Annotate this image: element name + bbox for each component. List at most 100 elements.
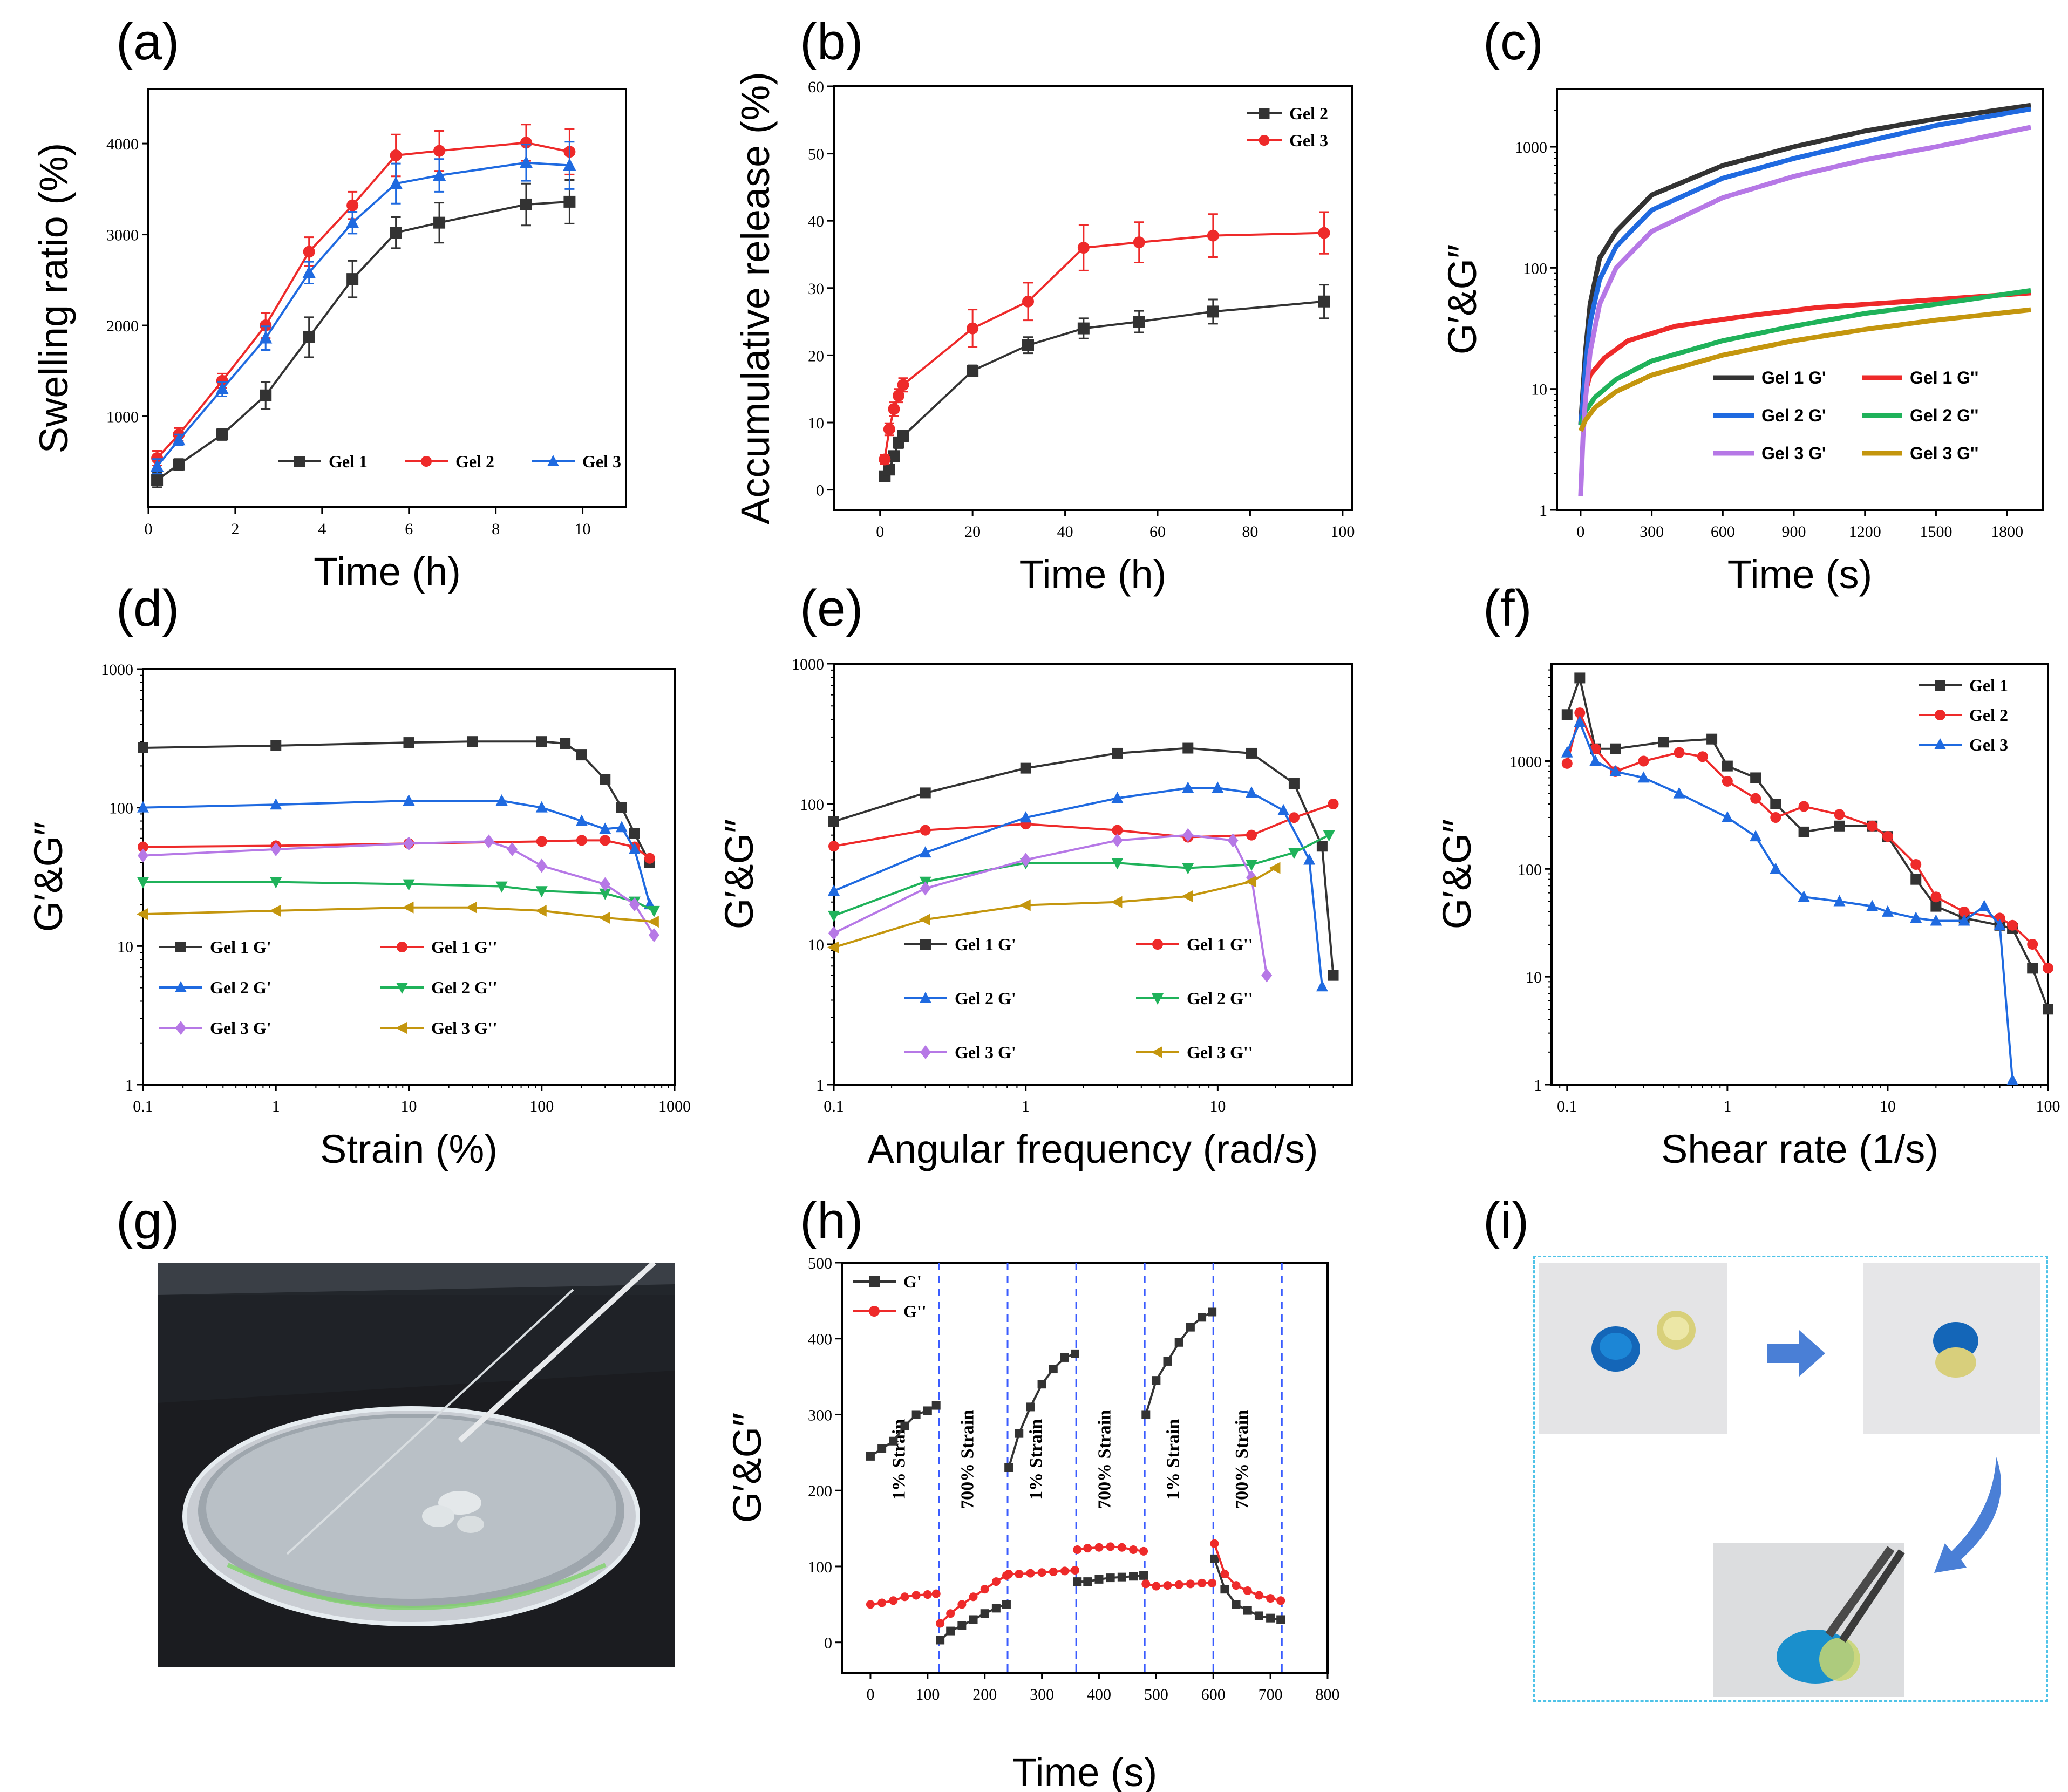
x-tick-label: 900 <box>1782 523 1806 541</box>
series-line <box>142 906 655 923</box>
data-point <box>648 905 660 917</box>
data-point <box>1833 895 1846 907</box>
data-point <box>175 1021 186 1035</box>
data-point <box>1574 716 1586 727</box>
series-line <box>1578 125 2031 496</box>
legend-label: G' <box>903 1272 922 1291</box>
panel-label-b: (b) <box>800 13 863 71</box>
data-point <box>1722 775 1733 787</box>
y-tick-label: 3000 <box>106 227 139 244</box>
y-axis-label: Swelling ratio (%) <box>31 143 76 454</box>
data-point <box>303 331 315 343</box>
y-tick-label: 300 <box>808 1406 832 1424</box>
data-point <box>1186 1323 1195 1332</box>
data-point <box>897 430 909 442</box>
data-point <box>1770 862 1782 874</box>
legend: Gel 1 G' Gel 1 G'' Gel 2 G' Gel 2 G'' Gel 3 … <box>159 937 498 1038</box>
series-gel-1-g- <box>828 799 1339 852</box>
series-line <box>833 803 1334 848</box>
y-tick-label: 1000 <box>101 661 133 679</box>
legend-label: Gel 1 G' <box>210 937 271 957</box>
series-g- <box>866 1307 1285 1645</box>
plot-frame <box>841 1262 1329 1674</box>
data-point <box>1111 792 1124 803</box>
data-point <box>495 881 508 893</box>
x-tick-label: 10 <box>575 520 591 538</box>
plot-frame <box>147 88 627 508</box>
legend-label: Gel 1 G'' <box>1910 368 1978 387</box>
data-point <box>1094 1575 1104 1584</box>
series-line <box>883 231 1324 460</box>
data-point <box>1246 747 1257 759</box>
y-tick-label: 2000 <box>106 317 139 335</box>
data-point <box>433 145 446 157</box>
y-tick-label: 10 <box>808 936 824 954</box>
x-tick-label: 8 <box>492 520 500 538</box>
data-point <box>967 365 979 377</box>
data-point <box>1910 911 1922 923</box>
data-point <box>1220 1585 1229 1594</box>
chart-h: 0 100 200 300 400 500 600 700 800 0 100 200 300 400 50… <box>725 1255 1340 1792</box>
x-tick-label: 1000 <box>658 1098 691 1115</box>
data-point <box>1574 672 1586 684</box>
legend: Gel 2 Gel 3 <box>1247 104 1328 150</box>
data-point <box>1867 820 1878 832</box>
legend-label: Gel 3 <box>1289 131 1328 150</box>
data-point <box>1323 830 1335 842</box>
data-point <box>1246 860 1258 871</box>
data-point <box>1117 1572 1126 1582</box>
chart-a: 0 2 4 6 8 10 1000 2000 3000 4000 Time (h) Swelling … <box>31 88 627 594</box>
data-point <box>1133 236 1145 249</box>
svg-text:(d): (d) <box>116 580 179 637</box>
data-point <box>900 1592 909 1602</box>
data-point <box>2043 1004 2053 1015</box>
data-point <box>270 842 282 856</box>
y-tick-label: 4000 <box>106 135 139 153</box>
data-point <box>1243 1606 1252 1615</box>
data-point <box>1152 1582 1161 1591</box>
data-point <box>1182 863 1194 875</box>
data-point <box>1750 772 1761 783</box>
data-point <box>648 928 659 943</box>
data-point <box>883 423 895 435</box>
legend-label: Gel 1 <box>329 452 368 471</box>
data-point <box>957 1621 967 1630</box>
series-gel-3-g- <box>828 828 1273 983</box>
data-point <box>346 273 359 285</box>
plot-frame <box>833 85 1353 511</box>
data-point <box>1232 1581 1241 1590</box>
data-point <box>1958 906 1970 917</box>
y-tick-label: 40 <box>808 213 824 230</box>
data-point <box>1049 1365 1058 1374</box>
x-tick-label: 10 <box>401 1098 417 1115</box>
svg-text:(f): (f) <box>1483 580 1532 637</box>
data-point <box>967 322 979 335</box>
y-tick-label: 100 <box>109 800 133 817</box>
data-point <box>1026 1402 1035 1412</box>
data-point <box>1277 803 1290 815</box>
data-point <box>1210 1554 1219 1563</box>
series-line <box>1145 1311 1213 1415</box>
x-tick-label: 1 <box>272 1098 280 1115</box>
data-point <box>1994 918 2006 930</box>
y-tick-label: 400 <box>808 1331 832 1348</box>
data-point <box>1574 707 1586 719</box>
data-point <box>483 834 494 849</box>
data-point <box>396 1022 407 1034</box>
data-point <box>396 983 408 994</box>
data-point <box>923 1406 932 1415</box>
data-point <box>991 1577 1001 1586</box>
legend-label: Gel 3 G'' <box>431 1018 498 1038</box>
panel-label-d: (d) <box>116 580 179 637</box>
data-point <box>520 198 532 210</box>
data-point <box>931 1401 941 1410</box>
data-point <box>519 155 533 168</box>
data-point <box>560 738 571 749</box>
legend: Gel 1 G' Gel 1 G'' Gel 2 G' Gel 2 G'' Gel 3 … <box>904 935 1253 1062</box>
curved-arrow-icon <box>1934 1457 2002 1573</box>
panel-label-h: (h) <box>800 1192 863 1250</box>
data-point <box>888 450 900 462</box>
data-point <box>1589 754 1602 766</box>
data-point <box>1246 786 1258 798</box>
